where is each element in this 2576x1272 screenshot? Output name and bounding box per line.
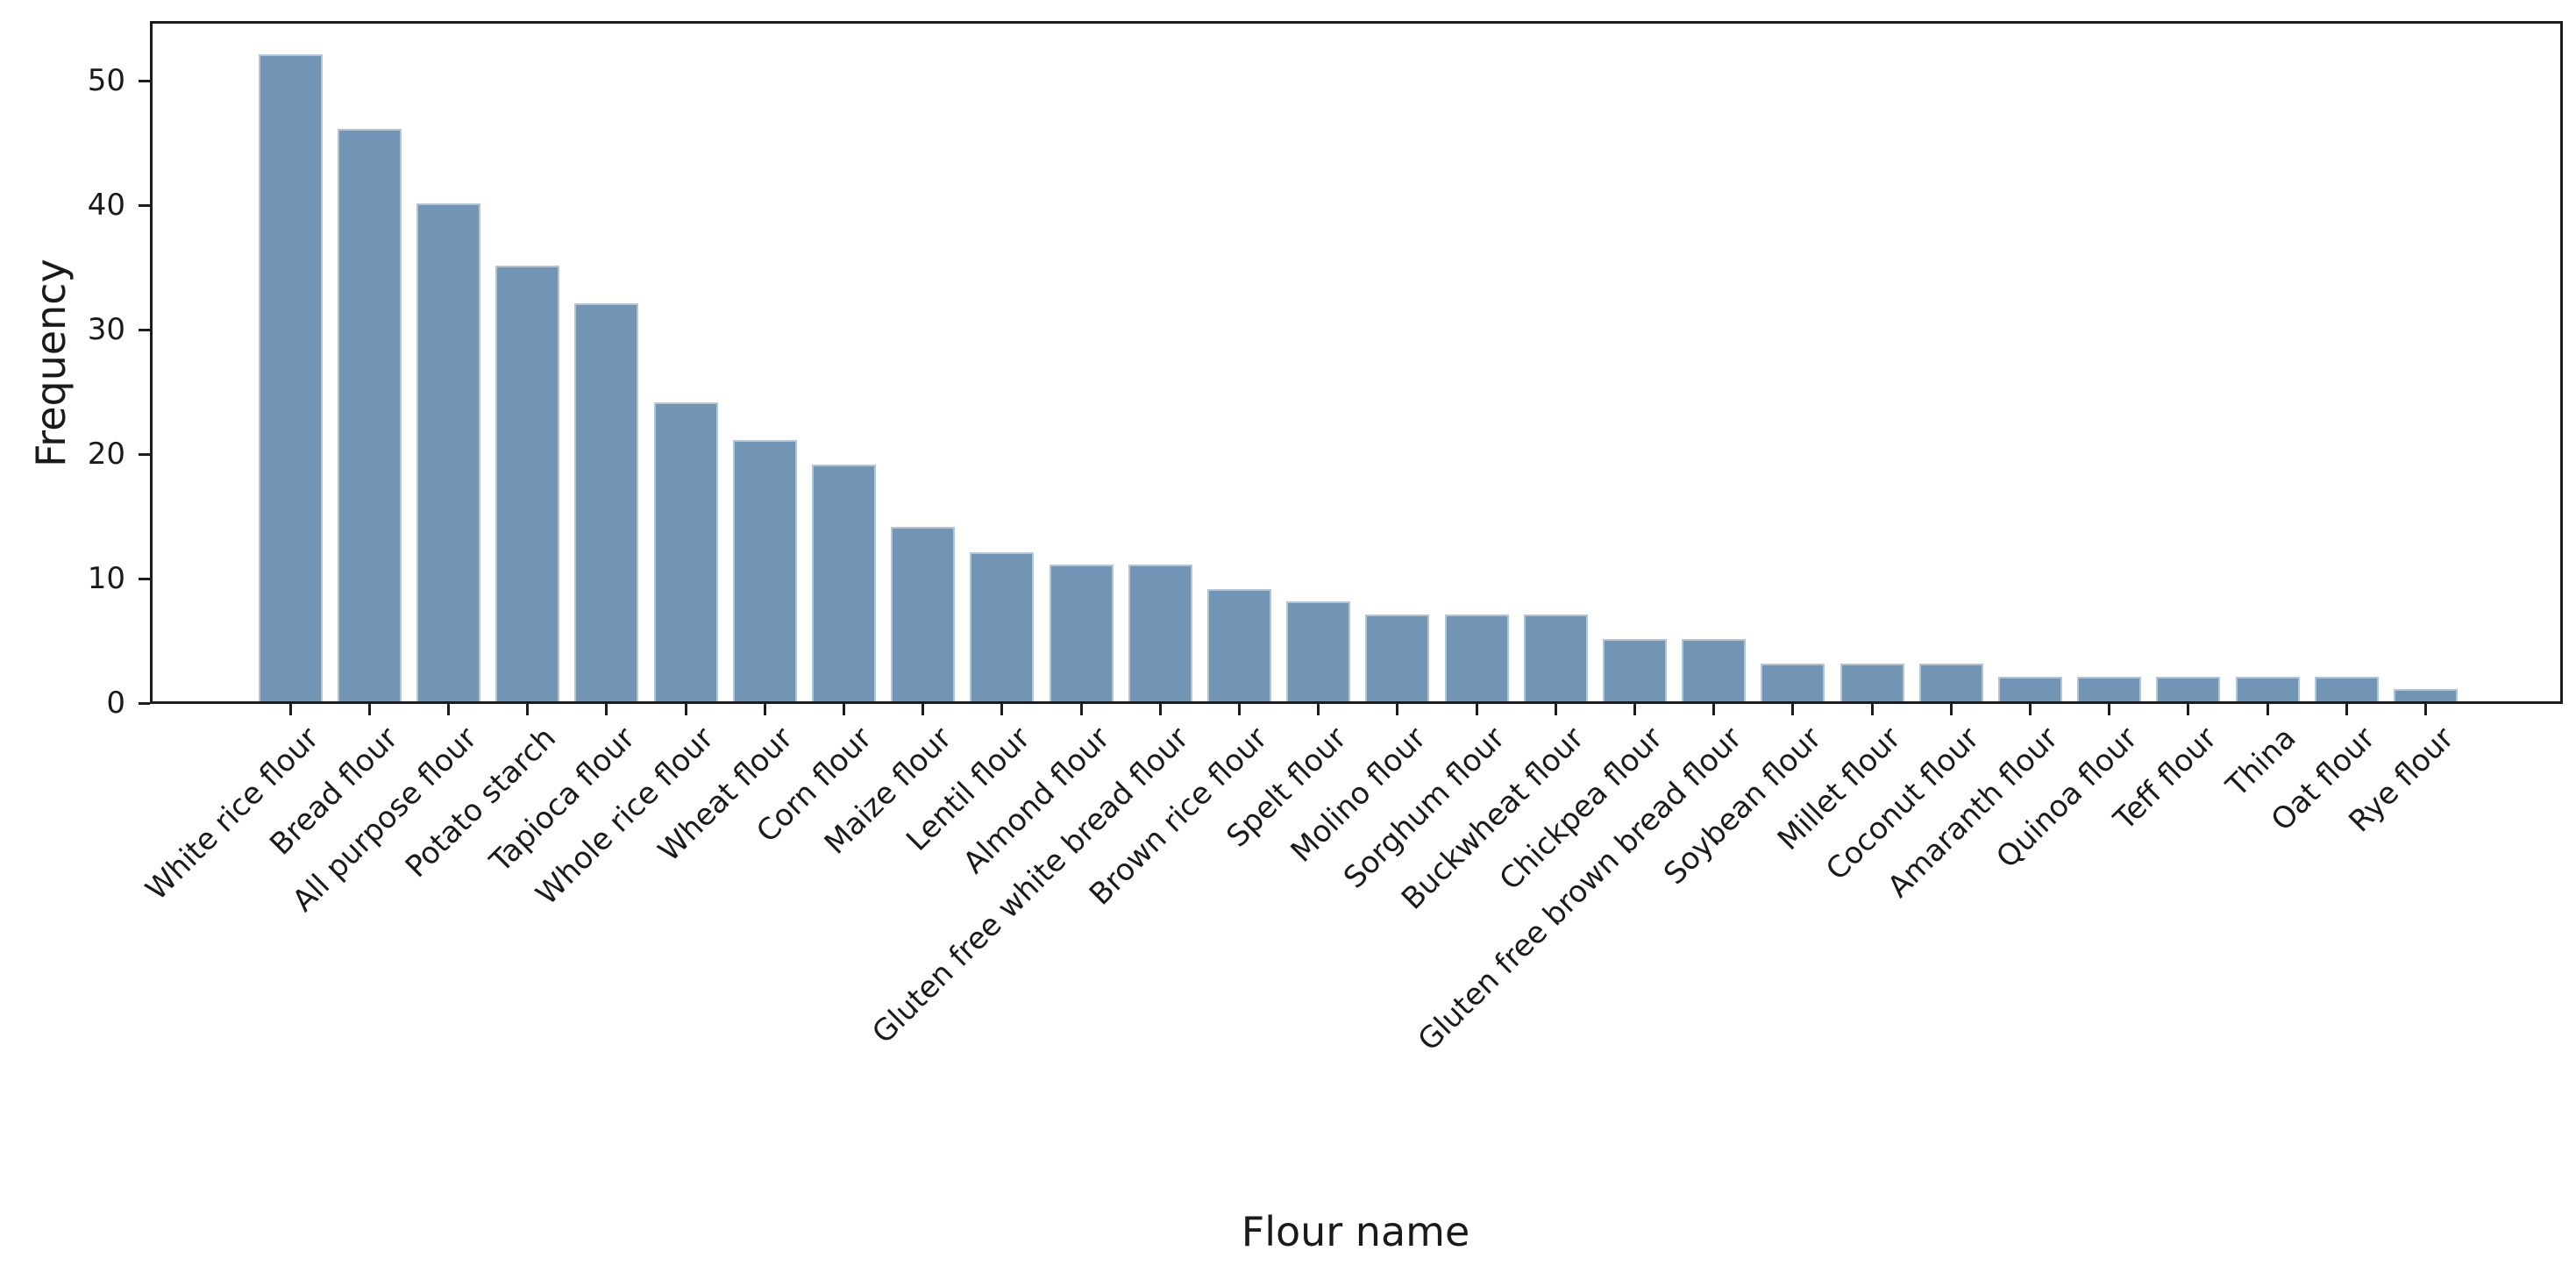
x-tick-mark [1000,704,1004,715]
bar-chickpea-flour [1602,639,1667,701]
bar-lentil-flour [970,552,1035,701]
y-tick-label: 30 [87,312,125,347]
x-tick-mark [1712,704,1716,715]
bar-soybean-flour [1761,664,1825,701]
x-tick-mark [367,704,371,715]
y-tick-label: 20 [87,437,125,472]
x-axis-label: Flour name [1241,1208,1470,1255]
bar-tapioca-flour [574,303,639,701]
bar-corn-flour [811,465,876,701]
y-tick-label: 10 [87,561,125,596]
x-tick-mark [2423,704,2427,715]
x-tick-mark [1791,704,1795,715]
x-tick-mark [2345,704,2348,715]
x-tick-mark [446,704,450,715]
bar-amaranth-flour [1997,677,2062,701]
bar-maize-flour [891,527,956,701]
y-tick-mark [139,452,150,456]
y-axis-label: Frequency [27,259,75,467]
bar-brown-rice-flour [1206,589,1271,701]
bar-spelt-flour [1286,601,1351,701]
x-tick-mark [1158,704,1162,715]
bar-bread-flour [337,129,402,701]
bar-potato-starch [495,266,560,701]
y-tick-mark [139,203,150,207]
x-tick-mark [1633,704,1636,715]
bar-almond-flour [1049,565,1114,701]
bar-oat-flour [2314,677,2379,701]
bar-molino-flour [1365,615,1430,701]
x-tick-mark [1396,704,1399,715]
plot-area [150,21,2563,704]
y-tick-label: 0 [106,686,125,721]
bar-millet-flour [1839,664,1904,701]
x-tick-mark [2108,704,2111,715]
bar-gluten-free-white-bread-flour [1128,565,1192,701]
y-tick-label: 40 [87,188,125,223]
x-tick-mark [2187,704,2190,715]
bar-teff-flour [2156,677,2221,701]
bar-thina [2235,677,2300,701]
x-tick-mark [1554,704,1557,715]
x-tick-mark [526,704,530,715]
bar-rye-flour [2393,689,2458,701]
x-tick-mark [922,704,925,715]
bar-all-purpose-flour [416,203,480,701]
x-tick-mark [1237,704,1241,715]
y-tick-mark [139,577,150,580]
bar-whole-rice-flour [653,402,718,701]
y-tick-mark [139,79,150,82]
x-tick-mark [2266,704,2269,715]
bar-coconut-flour [1918,664,1983,701]
bar-wheat-flour [732,440,797,701]
bar-gluten-free-brown-bread-flour [1682,639,1747,701]
bar-buckwheat-flour [1523,615,1588,701]
bar-quinoa-flour [2077,677,2142,701]
x-tick-mark [684,704,687,715]
x-tick-mark [605,704,608,715]
x-tick-mark [1870,704,1874,715]
y-tick-mark [139,701,150,705]
x-tick-mark [2028,704,2032,715]
x-tick-mark [1079,704,1083,715]
x-tick-mark [288,704,292,715]
x-tick-mark [1317,704,1320,715]
x-tick-mark [1949,704,1953,715]
y-tick-mark [139,328,150,331]
bar-sorghum-flour [1444,615,1509,701]
x-tick-mark [763,704,766,715]
x-tick-mark [842,704,845,715]
bar-white-rice-flour [258,54,323,701]
x-tick-mark [1475,704,1478,715]
y-tick-label: 50 [87,63,125,98]
